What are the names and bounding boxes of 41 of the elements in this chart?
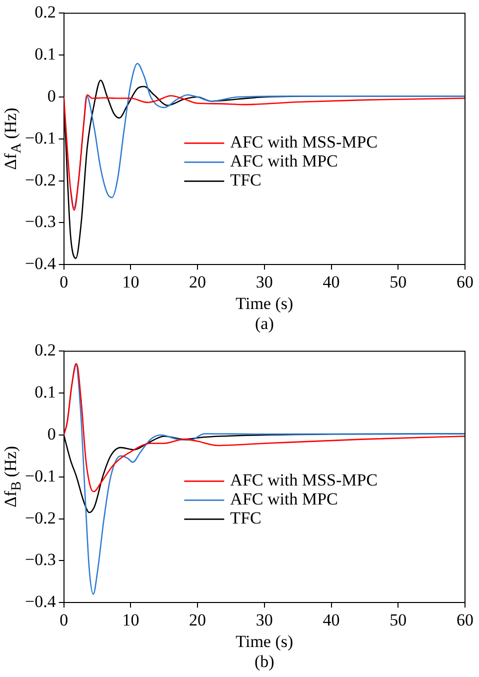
y-tick-label: −0.3 bbox=[24, 212, 56, 232]
x-tick-label: 60 bbox=[456, 610, 474, 630]
legend-label: AFC with MPC bbox=[230, 152, 338, 171]
y-tick-label: 0.1 bbox=[34, 44, 56, 64]
x-tick-label: 30 bbox=[256, 610, 273, 630]
line-series bbox=[64, 363, 465, 492]
x-axis-title: Time (s) bbox=[236, 632, 294, 652]
x-tick-label: 10 bbox=[122, 610, 140, 630]
y-tick-label: 0 bbox=[47, 86, 56, 106]
y-tick-label: 0.1 bbox=[34, 382, 56, 402]
x-tick-label: 50 bbox=[390, 272, 407, 292]
legend-label: AFC with MPC bbox=[230, 490, 338, 509]
x-tick-label: 40 bbox=[322, 272, 340, 292]
y-tick-label: 0.2 bbox=[34, 2, 56, 22]
y-tick-label: −0.1 bbox=[24, 466, 56, 486]
legend-label: TFC bbox=[230, 170, 262, 190]
legend-label: TFC bbox=[230, 508, 262, 528]
x-tick-label: 60 bbox=[456, 272, 474, 292]
x-tick-label: 30 bbox=[256, 272, 273, 292]
legend-label: AFC with MSS-MPC bbox=[230, 470, 378, 490]
x-tick-label: 0 bbox=[60, 272, 68, 292]
y-tick-label: −0.4 bbox=[24, 592, 56, 612]
x-tick-label: 50 bbox=[390, 610, 407, 630]
y-tick-label: −0.2 bbox=[24, 170, 56, 190]
line-series bbox=[70, 62, 465, 209]
y-tick-label: 0 bbox=[47, 424, 56, 444]
y-tick-label: −0.2 bbox=[24, 508, 56, 528]
y-tick-label: −0.3 bbox=[24, 550, 56, 570]
x-tick-label: 10 bbox=[122, 272, 140, 292]
x-tick-label: 20 bbox=[189, 272, 206, 292]
x-tick-label: 40 bbox=[322, 610, 340, 630]
x-tick-label: 20 bbox=[189, 610, 206, 630]
legend-label: AFC with MSS-MPC bbox=[230, 132, 378, 152]
y-tick-label: 0.2 bbox=[34, 340, 56, 360]
x-tick-label: 0 bbox=[60, 610, 68, 630]
y-tick-label: −0.4 bbox=[24, 254, 56, 274]
y-tick-label: −0.1 bbox=[24, 128, 56, 148]
text: (b) bbox=[254, 652, 274, 672]
line-series bbox=[64, 94, 465, 211]
text: (a) bbox=[254, 314, 274, 334]
x-axis-title: Time (s) bbox=[236, 294, 294, 314]
